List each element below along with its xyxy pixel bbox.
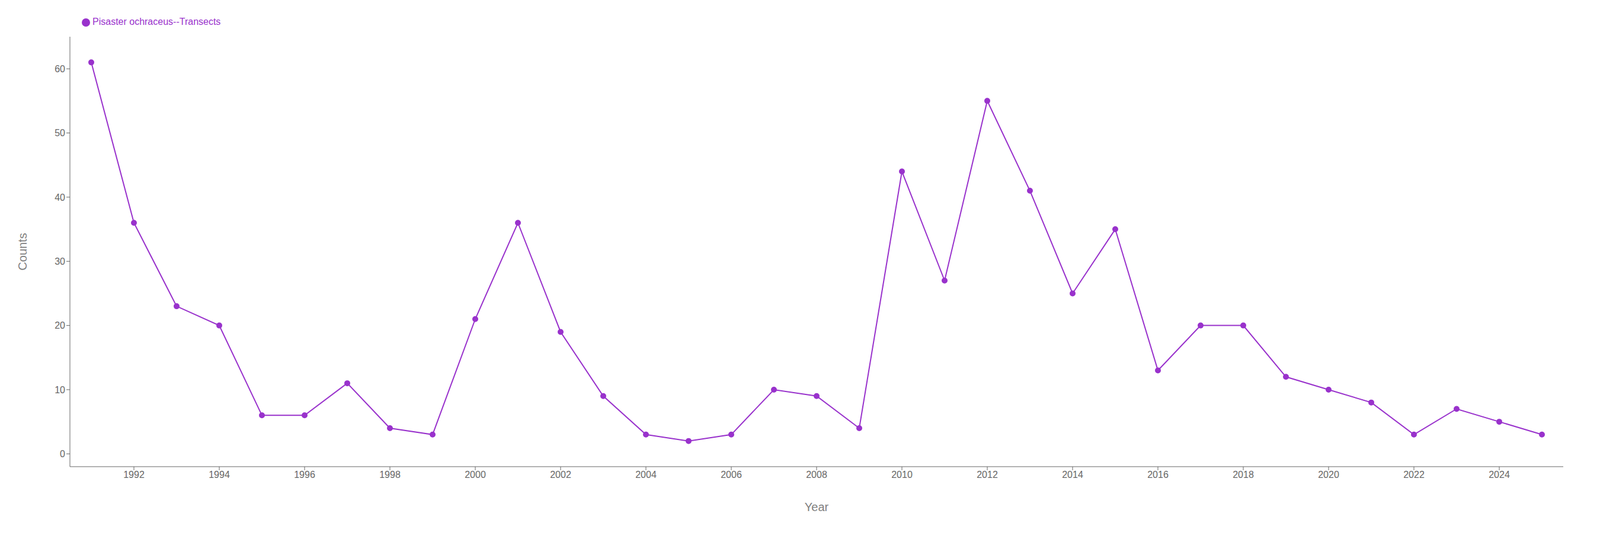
svg-text:Counts: Counts xyxy=(16,232,30,271)
svg-text:2014: 2014 xyxy=(1061,469,1084,480)
svg-text:10: 10 xyxy=(54,385,66,396)
svg-text:2022: 2022 xyxy=(1403,469,1425,480)
svg-text:2020: 2020 xyxy=(1317,469,1340,480)
svg-text:0: 0 xyxy=(59,449,66,460)
svg-text:50: 50 xyxy=(54,128,66,139)
svg-text:2006: 2006 xyxy=(720,469,742,480)
svg-text:2008: 2008 xyxy=(805,469,828,480)
svg-text:1994: 1994 xyxy=(208,469,230,480)
svg-text:1998: 1998 xyxy=(379,469,401,480)
svg-text:2000: 2000 xyxy=(464,469,486,480)
svg-text:2016: 2016 xyxy=(1147,469,1169,480)
svg-text:60: 60 xyxy=(54,64,66,75)
svg-text:2012: 2012 xyxy=(976,469,998,480)
svg-text:2010: 2010 xyxy=(891,469,913,480)
svg-text:40: 40 xyxy=(54,192,66,203)
svg-text:20: 20 xyxy=(54,320,66,331)
svg-text:30: 30 xyxy=(54,256,66,267)
svg-text:2002: 2002 xyxy=(549,469,572,480)
svg-text:Year: Year xyxy=(804,500,830,514)
html-text:Pisaster ochraceus--Transects: Pisaster ochraceus--Transects xyxy=(92,16,221,27)
svg-text:1996: 1996 xyxy=(293,469,316,480)
svg-text:1992: 1992 xyxy=(123,469,145,480)
svg-text:2018: 2018 xyxy=(1232,469,1254,480)
svg-text:2024: 2024 xyxy=(1488,469,1510,480)
svg-text:2004: 2004 xyxy=(635,469,657,480)
